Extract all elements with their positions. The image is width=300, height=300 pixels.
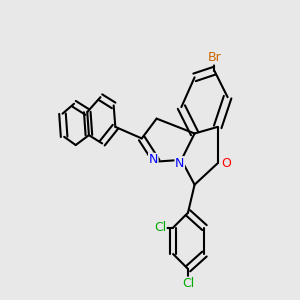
Text: N: N — [148, 153, 158, 167]
Text: Cl: Cl — [154, 221, 166, 234]
Text: N: N — [175, 157, 184, 170]
Text: Cl: Cl — [182, 277, 194, 290]
Text: Br: Br — [208, 51, 221, 64]
Text: O: O — [221, 157, 231, 170]
